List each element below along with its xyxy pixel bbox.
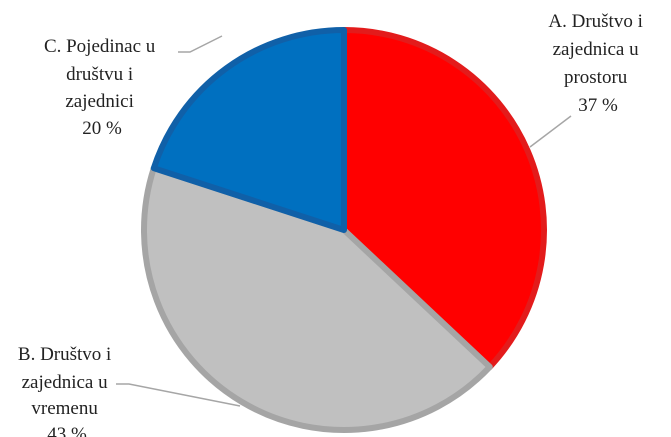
leader-line-a <box>529 115 572 148</box>
slice-percent-c: 20 % <box>82 118 122 139</box>
pie-slices <box>141 27 547 433</box>
pie-slice-c <box>150 27 347 233</box>
slice-label-b: B. Društvo i zajednica u vremenu 43 % <box>18 344 116 437</box>
leader-line-b <box>116 383 241 407</box>
slice-label-c: C. Pojedinac u društvu i zajednici 20 % <box>44 36 160 139</box>
pie-slice-b <box>141 165 493 433</box>
pie-slice-a <box>341 27 547 370</box>
slice-percent-a: 37 % <box>578 95 618 116</box>
slice-label-a: A. Društvo i zajednica u prostoru 37 % <box>548 11 647 116</box>
leader-lines <box>116 35 572 407</box>
leader-line-c <box>178 35 223 53</box>
slice-percent-b: 43 % <box>47 424 87 437</box>
